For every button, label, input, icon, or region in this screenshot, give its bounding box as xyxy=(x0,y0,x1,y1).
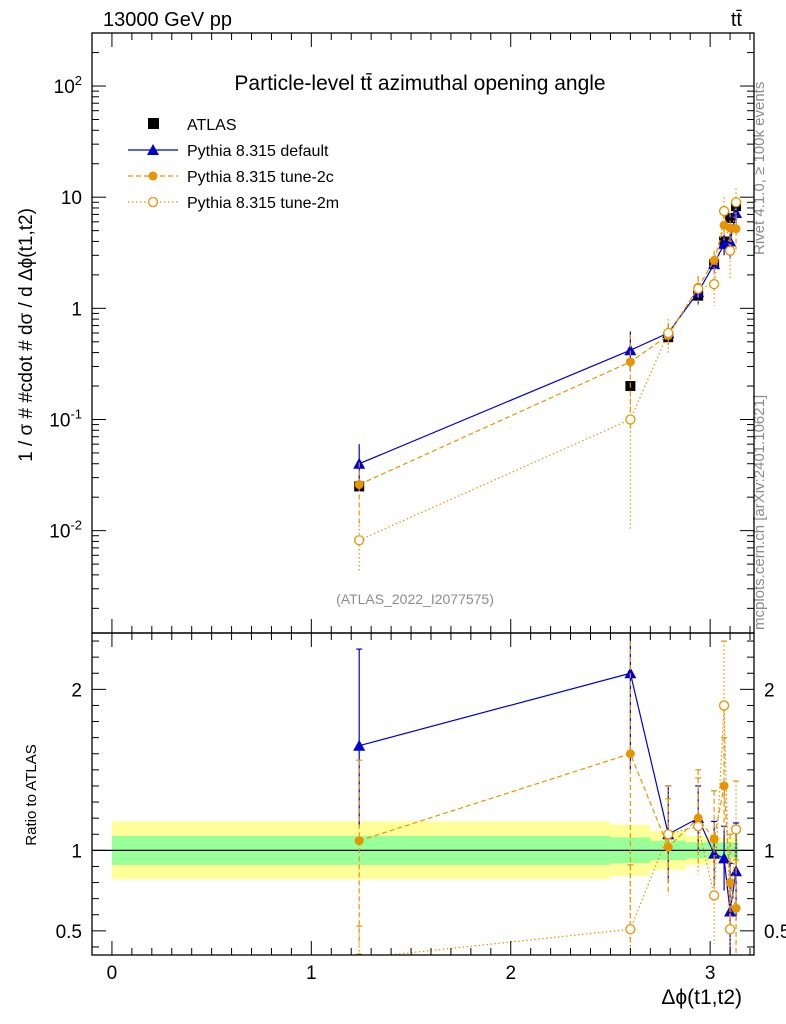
y-tick-label: 102 xyxy=(54,73,82,98)
ratio-point-pythia-8-315-default xyxy=(353,739,366,751)
x-tick-label: 0 xyxy=(107,963,118,984)
analysis-watermark: (ATLAS_2022_I2077575) xyxy=(336,591,494,607)
ratio-y-tick-label-left: 1 xyxy=(71,841,82,862)
data-point-pythia-8-315-tune-2m xyxy=(663,327,674,339)
y-tick-label: 10-1 xyxy=(49,406,82,431)
x-tick-label: 1 xyxy=(306,963,317,984)
legend-marker-tune2c xyxy=(148,171,158,181)
ratio-plot-data xyxy=(353,633,743,955)
data-point-pythia-8-315-tune-2m xyxy=(354,535,365,546)
y-axis-label: 1 / σ # #cdot # dσ / d Δϕ(t1,t2) xyxy=(16,208,37,462)
data-point-pythia-8-315-tune-2m xyxy=(730,197,742,208)
ratio-point-pythia-8-315-default xyxy=(624,667,637,679)
source-label: mcplots.cern.ch [arXiv:2401.10621] xyxy=(751,395,768,630)
ratio-y-axis-label: Ratio to ATLAS xyxy=(23,744,40,845)
data-point-pythia-8-315-tune-2m xyxy=(724,245,736,256)
ratio-point-pythia-8-315-tune-2c xyxy=(719,781,729,791)
ratio-point-pythia-8-315-default xyxy=(708,847,721,859)
ratio-line-pythia-8-315-tune-2m xyxy=(383,705,737,955)
legend: ATLAS Pythia 8.315 default Pythia 8.315 … xyxy=(128,117,339,212)
header-energy-label: 13000 GeV pp xyxy=(103,9,232,31)
ratio-y-tick-label-left: 2 xyxy=(71,680,82,701)
ratio-point-pythia-8-315-tune-2m xyxy=(663,829,674,840)
rivet-label: Rivet 4.1.0, ≥ 100k events xyxy=(751,82,768,255)
data-point-pythia-8-315-tune-2c xyxy=(625,357,635,367)
ratio-point-pythia-8-315-tune-2c xyxy=(625,749,635,759)
ratio-point-pythia-8-315-tune-2m xyxy=(730,824,742,835)
legend-marker-default xyxy=(147,144,159,155)
data-point-pythia-8-315-tune-2m xyxy=(693,283,704,294)
ratio-y-tick-label-left: 0.5 xyxy=(56,922,82,943)
series-line-pythia-8-315-tune-2c xyxy=(358,224,737,486)
ratio-point-pythia-8-315-tune-2c xyxy=(709,834,719,844)
ratio-y-tick-label-right: 2 xyxy=(764,680,775,701)
data-point-pythia-8-315-tune-2m xyxy=(708,279,720,290)
ratio-y-tick-label-right: 1 xyxy=(764,841,775,862)
data-point-pythia-8-315-default xyxy=(624,344,637,356)
legend-label-tune2c: Pythia 8.315 tune-2c xyxy=(187,169,334,186)
ratio-point-pythia-8-315-tune-2m xyxy=(708,890,720,901)
ratio-point-pythia-8-315-tune-2m xyxy=(724,924,736,935)
ratio-line-pythia-8-315-tune-2c xyxy=(359,753,737,909)
data-point-atlas xyxy=(725,212,736,223)
y-tick-label: 1 xyxy=(71,299,82,320)
legend-label-tune2m: Pythia 8.315 tune-2m xyxy=(187,195,339,212)
chart-title: Particle-level tt̄ azimuthal opening ang… xyxy=(234,72,605,95)
legend-marker-tune2m xyxy=(147,196,159,208)
main-plot-data xyxy=(353,188,743,573)
data-point-pythia-8-315-tune-2c xyxy=(709,255,719,265)
ratio-point-pythia-8-315-tune-2m xyxy=(693,821,704,832)
legend-label-default: Pythia 8.315 default xyxy=(187,143,329,160)
legend-label-atlas: ATLAS xyxy=(187,117,237,134)
axes: 0 1 2 3 10-2 10-1 1 10 102 0.5 0.5 1 1 2 2 xyxy=(49,32,786,984)
x-tick-label: 2 xyxy=(505,963,516,984)
ratio-point-pythia-8-315-default xyxy=(718,852,731,864)
data-point-pythia-8-315-tune-2c xyxy=(731,224,741,234)
header-process-label: tt̄ xyxy=(731,9,743,31)
y-tick-label: 10 xyxy=(61,188,82,209)
data-point-pythia-8-315-tune-2c xyxy=(354,480,364,490)
ratio-y-tick-label-right: 0.5 xyxy=(764,922,786,943)
series-line-pythia-8-315-tune-2m xyxy=(358,202,737,541)
ratio-point-pythia-8-315-tune-2m xyxy=(625,924,636,935)
ratio-point-pythia-8-315-tune-2c xyxy=(731,903,741,913)
legend-marker-atlas xyxy=(148,118,159,129)
x-axis-label: Δϕ(t1,t2) xyxy=(661,986,742,1009)
x-tick-label: 3 xyxy=(705,963,716,984)
ratio-frame xyxy=(91,632,755,956)
ratio-point-pythia-8-315-tune-2c xyxy=(354,836,364,846)
series-line-pythia-8-315-default xyxy=(358,212,737,465)
y-tick-label: 10-2 xyxy=(49,518,82,543)
data-point-pythia-8-315-tune-2m xyxy=(718,205,730,217)
ratio-uncertainty-bands xyxy=(92,821,754,880)
ratio-point-pythia-8-315-tune-2m xyxy=(718,700,730,711)
ratio-point-pythia-8-315-tune-2c xyxy=(725,878,735,888)
data-point-pythia-8-315-tune-2m xyxy=(625,414,636,425)
